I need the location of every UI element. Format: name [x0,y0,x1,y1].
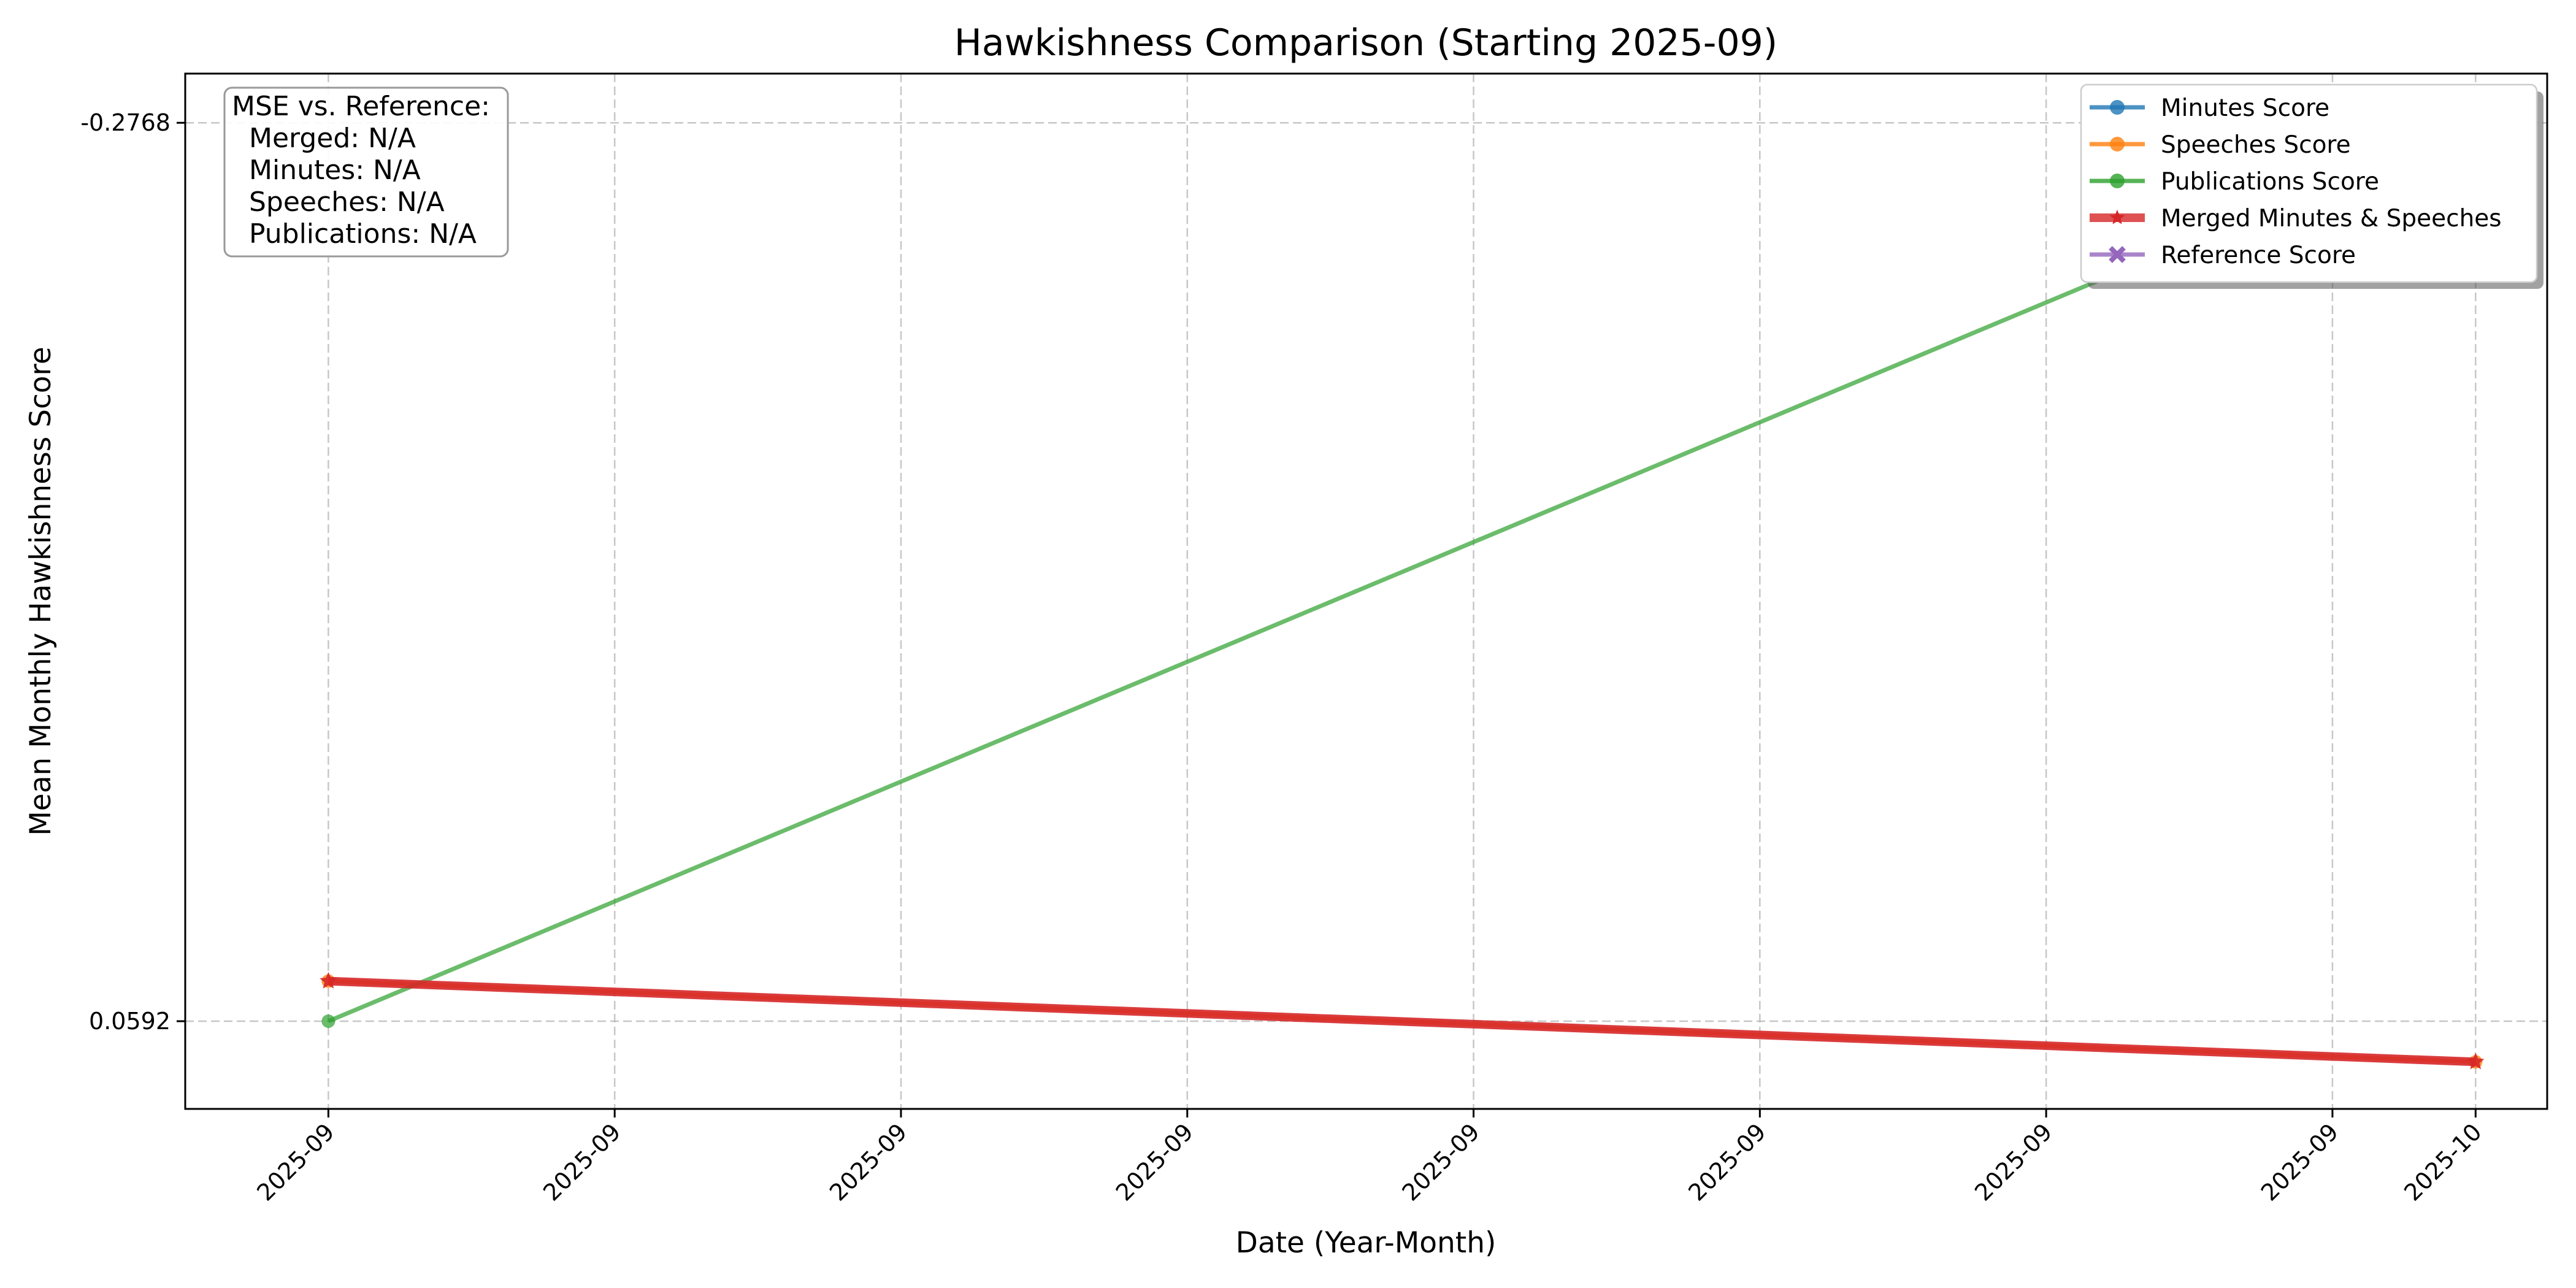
x-tick-label: 2025-09 [824,1118,912,1206]
mse-speeches: Speeches: N/A [249,186,445,218]
legend-marker [2110,137,2125,151]
mse-merged: Merged: N/A [249,123,416,154]
mse-publications: Publications: N/A [249,218,477,250]
mse-title: MSE vs. Reference: [232,91,490,122]
legend-label: Reference Score [2161,242,2356,269]
y-tick-label: -0.2768 [80,109,171,136]
legend-label: Merged Minutes & Speeches [2161,205,2502,232]
mse-box-frame [223,86,509,258]
x-tick-label: 2025-09 [2256,1118,2344,1206]
publications-score-point [321,1014,335,1029]
y-axis-label: Mean Monthly Hawkishness Score [24,347,58,836]
x-tick-label: 2025-09 [1683,1118,1771,1206]
x-axis-label: Date (Year-Month) [1236,1226,1497,1260]
merged-minutes-speeches-point [320,972,337,989]
legend-item-publications-score: Publications Score [2090,168,2379,196]
legend-marker [2109,210,2125,224]
legend-label: Speeches Score [2161,131,2351,159]
x-tick-label: 2025-09 [1397,1118,1485,1206]
legend-marker [2110,100,2125,115]
merged-minutes-speeches-point [2467,1052,2485,1070]
x-tick-label: 2025-09 [251,1118,339,1206]
mse-box: MSE vs. Reference: Merged: N/A Minutes: … [223,86,509,258]
legend-marker [2110,174,2125,188]
legend-label: Publications Score [2161,168,2379,196]
legend: Minutes Score Speeches Score Publications … [2080,83,2543,289]
x-tick-label: 2025-09 [538,1118,626,1206]
plot-frame [184,72,2548,1110]
legend-item-minutes-score: Minutes Score [2090,94,2329,122]
x-tick-label: 2025-09 [1111,1118,1198,1206]
merged-minutes-speeches-line [328,976,2476,1067]
legend-item-merged-minutes-speeches: Merged Minutes & Speeches [2090,205,2502,232]
legend-frame [2080,83,2538,283]
legend-item-reference-score: Reference Score [2090,242,2356,269]
mse-minutes: Minutes: N/A [249,155,421,186]
chart-title: Hawkishness Comparison (Starting 2025-09… [954,21,1777,64]
legend-item-speeches-score: Speeches Score [2090,131,2351,159]
legend-label: Minutes Score [2161,94,2329,122]
x-tick-label: 2025-10 [2399,1118,2486,1206]
x-tick-label: 2025-09 [1969,1118,2057,1206]
legend-marker [2109,246,2126,263]
y-tick-label: 0.0592 [89,1008,171,1035]
